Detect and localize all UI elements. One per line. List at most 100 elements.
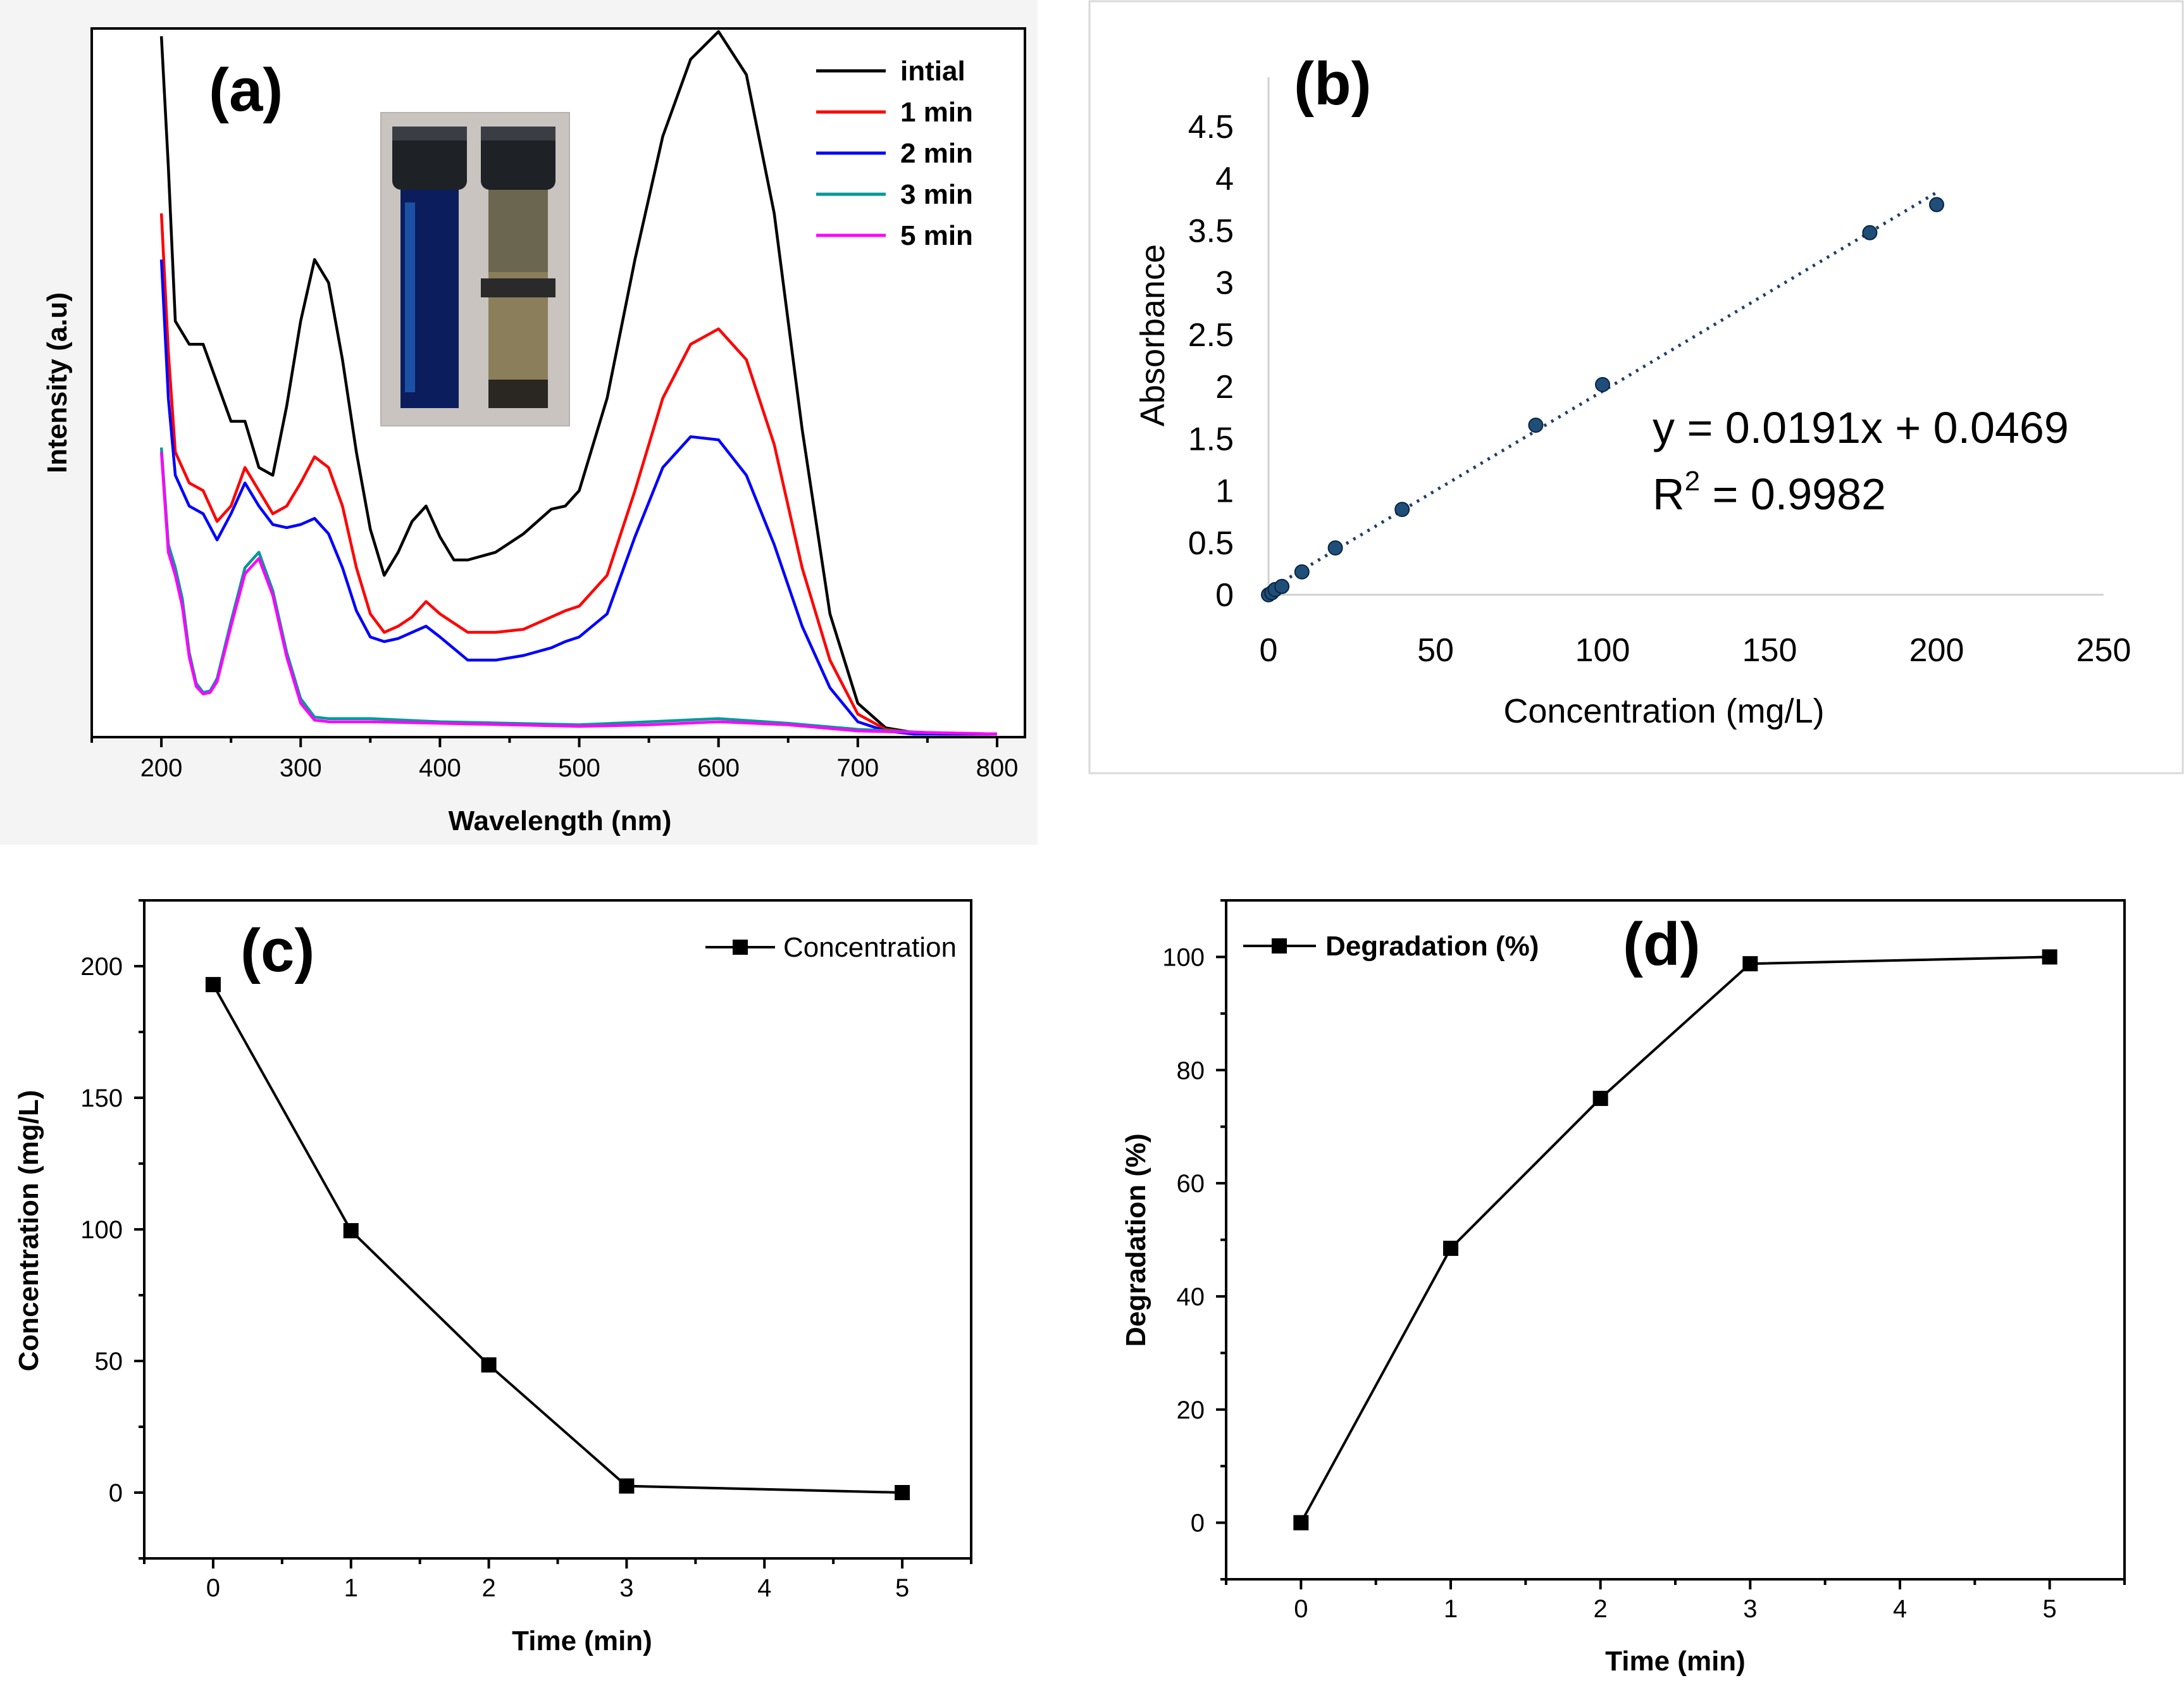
panel-a-x-tick-label: 300 <box>280 754 322 782</box>
panel-c-x-tick-label: 1 <box>344 1574 358 1602</box>
panel-d-y-tick-label: 60 <box>1177 1170 1205 1198</box>
panel-a-series <box>159 30 998 736</box>
panel-c-y-tick-label: 0 <box>109 1479 123 1507</box>
panel-b-data-point <box>1394 502 1410 518</box>
panel-c-y-tick-label: 50 <box>95 1348 123 1376</box>
panel-c-x-tick-label: 5 <box>895 1574 909 1602</box>
legend-concentration-label: Concentration <box>783 932 957 963</box>
panel-c-marker <box>481 1357 497 1373</box>
panel-c-plot-frame <box>143 899 972 1560</box>
panel-a-x-tick-label: 200 <box>140 754 183 782</box>
panel-c-marker <box>895 1485 910 1500</box>
panel-d-x-tick-label: 1 <box>1444 1595 1458 1623</box>
panel-d-degradation-vs-time: 0 1 2 3 4 5 0 20 40 60 80 100 (d) Degradation (%) T… <box>1120 899 2126 1677</box>
panel-c-x-label: Time (min) <box>512 1625 652 1656</box>
panel-b-y-tick-label: 2.5 <box>1188 317 1234 354</box>
series-line-intial <box>159 30 997 736</box>
panel-b-x-tick-label: 250 <box>2076 632 2131 669</box>
panel-d-ticks: 0 1 2 3 4 5 0 20 40 60 80 100 <box>1162 899 2126 1623</box>
panel-b-x-tick-label: 100 <box>1575 632 1630 669</box>
panel-a-x-tick-label: 600 <box>697 754 740 782</box>
panel-b-data-point <box>1294 564 1310 580</box>
panel-b-y-tick-label: 4.5 <box>1188 109 1234 146</box>
legend-label-intial: intial <box>900 56 965 87</box>
panel-a-x-tick-label: 800 <box>976 754 1019 782</box>
panel-d-x-tick-label: 0 <box>1294 1595 1308 1623</box>
panel-c-legend: Concentration <box>705 932 957 963</box>
panel-d-legend: Degradation (%) <box>1243 931 1539 962</box>
panel-a-x-label: Wavelength (nm) <box>449 805 672 836</box>
vials-photo-inset <box>380 112 570 426</box>
panel-c-marker <box>205 977 221 993</box>
panel-c-y-tick-label: 100 <box>80 1216 123 1244</box>
panel-b-r-squared: R2 = 0.9982 <box>1653 466 1886 519</box>
panel-b-y-label: Absorbance <box>1134 244 1172 426</box>
panel-d-y-tick-label: 0 <box>1191 1510 1205 1538</box>
panel-d-letter: (d) <box>1623 910 1701 978</box>
panel-b-data-point <box>1595 376 1610 392</box>
panel-b-frame <box>1088 0 2184 774</box>
panel-c-x-tick-label: 0 <box>206 1574 220 1602</box>
panel-c-y-label: Concentration (mg/L) <box>13 1090 44 1372</box>
panel-b-y-tick-label: 2 <box>1215 369 1234 406</box>
panel-d-y-tick-label: 80 <box>1177 1057 1205 1084</box>
panel-c-x-tick-label: 3 <box>619 1574 633 1602</box>
panel-b-data-point <box>1327 540 1343 556</box>
panel-c-y-tick-label: 200 <box>80 953 123 981</box>
panel-d-marker <box>1443 1240 1458 1256</box>
panel-d-x-tick-label: 2 <box>1594 1595 1608 1623</box>
panel-b-y-tick-label: 4 <box>1215 161 1234 197</box>
panel-b-points <box>1261 197 1944 602</box>
panel-d-x-label: Time (min) <box>1605 1646 1746 1677</box>
panel-a-legend: intial 1 min 2 min 3 min 5 min <box>816 56 973 251</box>
panel-d-y-tick-label: 20 <box>1177 1396 1205 1424</box>
series-line-5-min <box>159 452 998 736</box>
panel-d-plot-frame <box>1225 899 2126 1581</box>
panel-b-y-tick-label: 0.5 <box>1188 525 1234 562</box>
panel-d-x-tick-label: 4 <box>1893 1595 1907 1623</box>
panel-a-x-tick-label: 400 <box>419 754 461 782</box>
panel-a-x-ticks: 200 300 400 500 600 700 800 <box>90 737 1019 782</box>
panel-b-data-point <box>1929 197 1944 213</box>
panel-c-x-tick-label: 4 <box>757 1574 771 1602</box>
legend-label-3-min: 3 min <box>900 179 973 210</box>
legend-label-2-min: 2 min <box>900 138 973 169</box>
panel-c-marker <box>343 1223 359 1239</box>
panel-a-y-label: Intensity (a.u) <box>42 292 73 473</box>
panel-a-x-tick-label: 700 <box>836 754 879 782</box>
panel-d-series <box>1293 949 2057 1531</box>
panel-b-y-tick-label: 3.5 <box>1188 213 1234 249</box>
panel-b-data-point <box>1862 225 1878 240</box>
panel-d-marker <box>1592 1090 1608 1106</box>
panel-c-series <box>205 977 910 1500</box>
panel-b-ticks: 0 50 100 150 200 250 0 0.5 1 1.5 2 2.5 3 3.5 4 4.5 <box>1188 109 2131 669</box>
panel-d-y-tick-label: 40 <box>1177 1283 1205 1311</box>
panel-b-y-tick-label: 0 <box>1215 577 1234 614</box>
panel-d-marker <box>1742 956 1758 972</box>
panel-b-x-tick-label: 0 <box>1260 632 1278 669</box>
panel-b-data-point <box>1528 417 1544 433</box>
legend-label-5-min: 5 min <box>900 220 973 251</box>
panel-b-data-point <box>1274 578 1290 594</box>
panel-a-letter: (a) <box>209 56 283 124</box>
legend-degradation-marker <box>1272 938 1287 954</box>
panel-a-x-tick-label: 500 <box>558 754 600 782</box>
panel-b-x-tick-label: 150 <box>1742 632 1797 669</box>
panel-c-marker <box>619 1478 635 1494</box>
series-line-1-min <box>159 213 997 736</box>
panel-b-y-tick-label: 1 <box>1215 473 1234 510</box>
panel-d-marker <box>2042 949 2057 965</box>
series-line-2-min <box>159 259 997 736</box>
legend-degradation-label: Degradation (%) <box>1325 931 1539 962</box>
panel-d-y-label: Degradation (%) <box>1120 1133 1151 1346</box>
panel-c-x-tick-label: 2 <box>481 1574 495 1602</box>
panel-b-y-tick-label: 3 <box>1215 265 1234 302</box>
legend-label-1-min: 1 min <box>900 97 973 128</box>
panel-d-x-tick-label: 5 <box>2043 1595 2057 1623</box>
r-squared-value: = 0.9982 <box>1700 469 1886 519</box>
panel-b-x-tick-label: 50 <box>1417 632 1454 669</box>
